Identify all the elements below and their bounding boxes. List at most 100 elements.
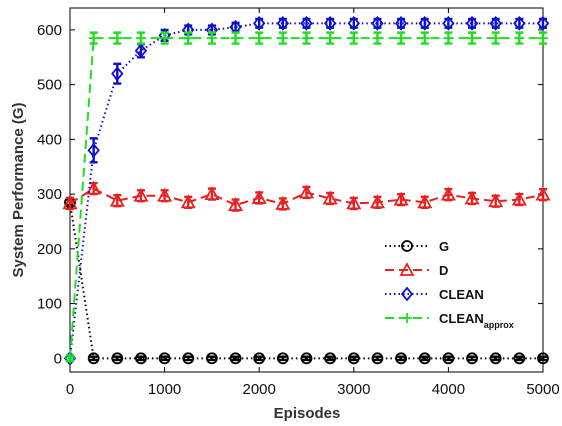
error-bar-g — [444, 355, 453, 362]
data-point-d — [440, 186, 456, 201]
y-tick-label: 400 — [37, 131, 62, 148]
data-point-clean — [394, 15, 408, 31]
error-bar-clean — [539, 17, 547, 29]
error-bar-clean — [255, 17, 264, 29]
error-bar-g — [420, 355, 429, 362]
legend-swatch-marker — [400, 286, 414, 302]
data-point-clean-approx — [183, 33, 194, 44]
data-point-d — [322, 190, 338, 205]
x-tick-label: 0 — [66, 381, 74, 398]
legend-item-clean: CLEAN — [385, 286, 484, 302]
data-point-d — [133, 187, 149, 202]
error-bar-g — [255, 355, 264, 362]
data-point-clean-approx — [348, 33, 359, 44]
error-bar-g — [539, 355, 547, 362]
data-point-clean-approx — [206, 33, 217, 44]
series-g — [64, 196, 549, 365]
error-bar-clean — [349, 17, 358, 29]
data-point-d — [417, 194, 433, 209]
series-d — [62, 180, 551, 212]
error-bar-g — [397, 355, 406, 362]
data-point-clean-approx — [112, 33, 123, 44]
data-point-clean-approx — [277, 33, 288, 44]
error-bar-clean — [515, 17, 524, 29]
data-point-g — [135, 352, 147, 365]
data-point-clean-approx — [490, 33, 501, 44]
data-point-d — [157, 187, 173, 202]
data-point-g — [182, 352, 195, 365]
data-point-d — [62, 195, 78, 210]
data-point-g — [229, 352, 242, 365]
legend-item-d: D — [385, 262, 448, 278]
data-point-d — [204, 186, 220, 201]
data-point-clean — [442, 15, 455, 31]
x-tick-label: 5000 — [526, 381, 559, 398]
y-tick-label: 0 — [54, 350, 62, 367]
x-axis-title: Episodes — [274, 405, 341, 422]
legend-label-text: D — [439, 263, 448, 278]
error-bar-clean — [397, 17, 406, 29]
data-point-g — [347, 352, 360, 365]
data-point-clean — [513, 15, 526, 31]
x-tick-label: 2000 — [243, 381, 276, 398]
error-bar-clean — [89, 137, 98, 164]
data-point-d — [488, 193, 504, 208]
legend-label: D — [439, 263, 448, 278]
data-point-d — [346, 195, 362, 210]
error-bar-g — [160, 355, 169, 362]
x-tick-label: 3000 — [337, 381, 370, 398]
data-point-clean-approx — [230, 33, 241, 44]
data-point-g — [466, 352, 478, 365]
data-point-g — [276, 352, 289, 365]
data-point-clean-approx — [325, 33, 336, 44]
data-point-g — [205, 352, 218, 365]
data-point-clean-approx — [135, 33, 146, 44]
legend-label: CLEAN — [439, 287, 484, 302]
legend-swatch-marker — [401, 240, 413, 252]
x-tick-label: 4000 — [432, 381, 465, 398]
data-point-g — [513, 352, 526, 365]
legend-swatch-marker — [399, 262, 415, 276]
data-point-clean-approx — [88, 33, 99, 44]
error-bar-g — [468, 355, 477, 362]
data-point-clean — [418, 15, 431, 31]
legend-label-text: G — [439, 239, 449, 254]
data-point-g — [418, 352, 431, 365]
error-bar-g — [184, 355, 193, 362]
data-point-g — [158, 352, 171, 365]
data-point-g — [324, 352, 337, 365]
data-point-clean-approx — [301, 33, 312, 44]
error-bar-g — [491, 355, 500, 362]
legend-label-text: CLEAN — [439, 311, 484, 326]
data-point-clean-approx — [254, 33, 265, 44]
data-point-d — [511, 191, 527, 206]
data-point-g — [371, 352, 384, 365]
data-point-d — [86, 180, 102, 195]
y-tick-label: 200 — [37, 241, 62, 258]
x-tick-label: 1000 — [148, 381, 181, 398]
error-bar-g — [89, 355, 98, 362]
y-tick-label: 100 — [37, 296, 62, 313]
data-point-clean-approx — [372, 33, 383, 44]
data-point-d — [109, 192, 125, 207]
data-point-clean-approx — [514, 33, 525, 44]
error-bar-g — [326, 355, 335, 362]
error-bar-clean — [444, 17, 453, 29]
error-bar-g — [302, 355, 311, 362]
data-point-clean — [489, 15, 502, 31]
error-bar-clean — [468, 17, 477, 29]
legend-swatch-marker — [402, 313, 412, 323]
data-point-g — [253, 352, 266, 365]
y-axis-title: System Performance (G) — [10, 102, 27, 277]
data-point-d — [369, 194, 385, 209]
data-point-clean-approx — [443, 33, 454, 44]
y-tick-label: 600 — [37, 22, 62, 39]
data-point-g — [111, 352, 124, 365]
data-point-clean-approx — [65, 353, 75, 364]
error-bar-clean — [420, 17, 429, 29]
error-bar-g — [113, 355, 122, 362]
data-point-g — [300, 352, 313, 365]
data-point-clean-approx — [538, 33, 548, 44]
